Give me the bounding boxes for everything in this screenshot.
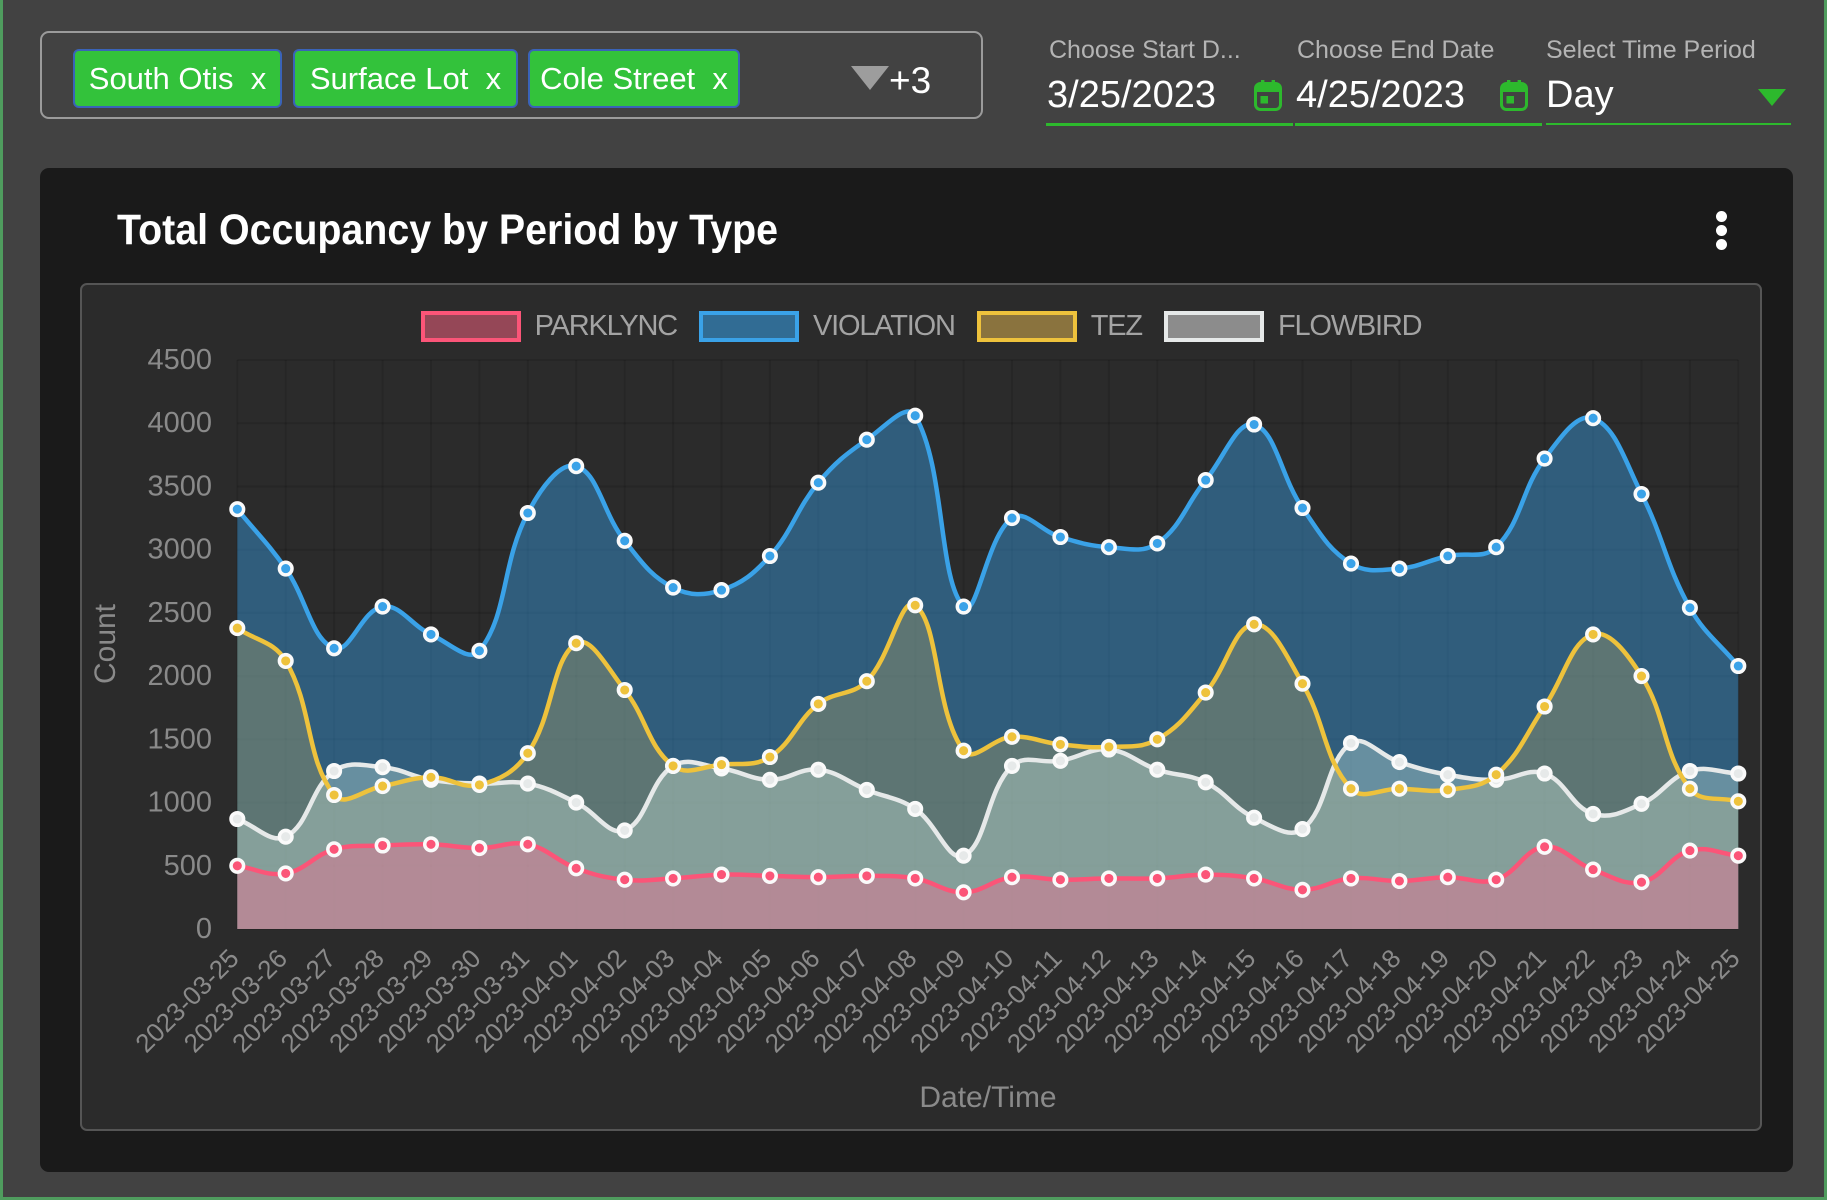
svg-text:500: 500 [164, 850, 212, 882]
svg-text:4000: 4000 [147, 407, 212, 439]
svg-text:Date/Time: Date/Time [919, 1081, 1056, 1114]
svg-text:2000: 2000 [147, 660, 212, 692]
svg-text:1500: 1500 [147, 723, 212, 755]
svg-text:1000: 1000 [147, 787, 212, 819]
svg-text:Count: Count [89, 603, 122, 684]
svg-text:4500: 4500 [147, 344, 212, 376]
svg-text:2500: 2500 [147, 597, 212, 629]
svg-text:3500: 3500 [147, 471, 212, 503]
svg-text:3000: 3000 [147, 534, 212, 566]
svg-text:0: 0 [196, 913, 212, 945]
